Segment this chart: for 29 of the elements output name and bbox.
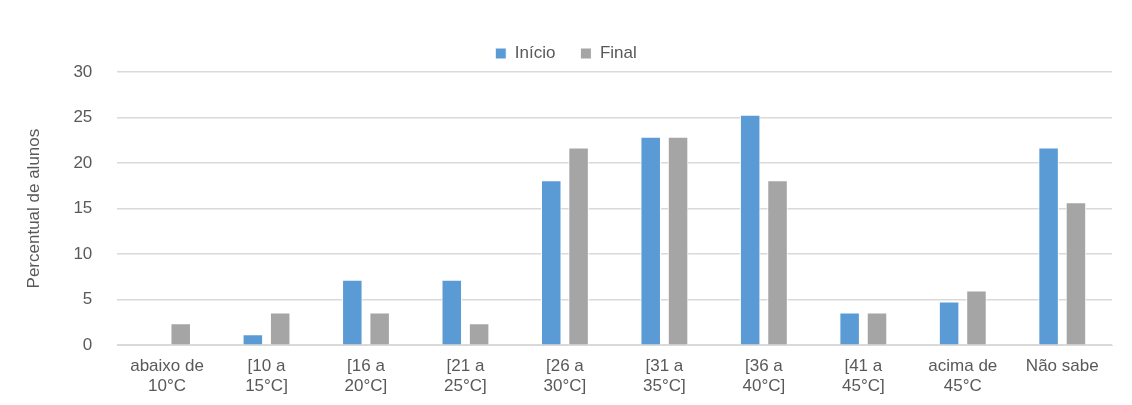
y-tick-label: 15 (73, 198, 93, 218)
category-label: [41 a (844, 356, 883, 376)
y-axis-title: Percentual de alunos (23, 128, 43, 289)
category-label: 25°C] (444, 376, 487, 396)
category-label: 30°C] (543, 376, 587, 396)
y-tick-label: 30 (73, 61, 93, 81)
category-label: 40°C] (742, 376, 786, 396)
category-label: 45°C (943, 376, 982, 396)
category-label: [26 a (546, 356, 584, 376)
y-tick-label: 25 (73, 107, 93, 127)
legend-label: Início (514, 43, 556, 63)
y-tick-label: 0 (82, 334, 93, 354)
category-label: [36 a (744, 356, 783, 376)
legend-label: Final (599, 43, 637, 63)
category-label: abaixo de (130, 356, 204, 376)
category-label: [21 a (446, 356, 485, 376)
category-label: 20°C] (344, 376, 388, 396)
y-tick-label: 10 (73, 243, 93, 263)
category-label: 35°C] (643, 376, 686, 396)
category-label: acima de (928, 356, 998, 376)
category-label: Não sabe (1025, 356, 1099, 376)
category-label: 45°C] (841, 376, 885, 396)
category-label: 15°C] (245, 376, 288, 396)
category-label: [31 a (645, 356, 684, 376)
y-tick-label: 20 (73, 152, 93, 172)
category-label: 10°C (148, 376, 187, 396)
category-label: [10 a (247, 356, 286, 376)
category-label: [16 a (347, 356, 385, 376)
y-tick-label: 5 (82, 289, 93, 309)
